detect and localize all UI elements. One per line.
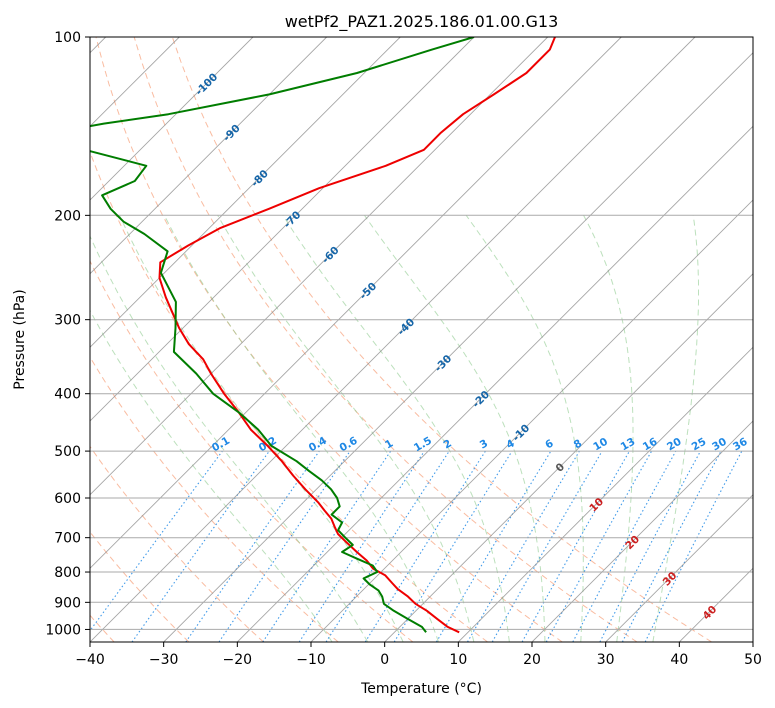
mixing-ratio-label-6: 2 [442, 437, 454, 451]
isotherm-label-13: 30 [661, 570, 680, 589]
mixing-ratio-line-6 [325, 450, 450, 642]
moist-adiabat-9 [652, 215, 699, 642]
mixing-ratio-line-15 [599, 450, 701, 642]
x-tick-label-6: 20 [523, 652, 541, 668]
dry-adiabat-9 [90, 356, 339, 642]
mixing-ratio-label-9: 6 [543, 437, 555, 451]
isotherm--10 [310, 199, 753, 642]
isotherm-label-9: -10 [510, 422, 532, 444]
isotherm-label-5: -50 [357, 280, 379, 302]
dry-adiabat-14 [171, 37, 712, 642]
isotherm-label-10: 0 [553, 461, 567, 475]
moist-adiabat-3 [163, 215, 439, 642]
moist-adiabat-2 [119, 215, 404, 642]
isotherm-label-3: -70 [282, 209, 304, 231]
dry-adiabat-13 [133, 37, 638, 642]
profile-lines [90, 37, 556, 634]
y-tick-label-1: 200 [54, 208, 81, 224]
moist-adiabat-6 [364, 215, 546, 642]
y-tick-label-8: 900 [54, 595, 81, 611]
isotherm--100 [90, 37, 254, 201]
mixing-ratio-line-5 [298, 450, 425, 642]
moist-adiabat-8 [583, 215, 634, 642]
background-lines [90, 37, 753, 642]
dry-adiabat-10 [90, 259, 414, 642]
chart-title: wetPf2_PAZ1.2025.186.01.00.G13 [285, 12, 559, 32]
isotherm--60 [90, 37, 549, 496]
x-tick-label-8: 40 [670, 652, 688, 668]
moist-adiabat-7 [465, 215, 584, 642]
mixing-ratio-line-0 [90, 450, 223, 632]
y-axis-title: Pressure (hPa) [12, 289, 28, 389]
isotherm-label-12: 20 [623, 533, 642, 552]
x-tick-label-7: 30 [597, 652, 615, 668]
isotherm-30 [605, 494, 753, 642]
line-labels: 0.1 0.2 0.4 0.6 1 1.5 2 3 4 6 8 10 13 16 20 25 30 36-100-… [193, 71, 749, 622]
isotherm-20 [531, 420, 753, 642]
isotherm-label-7: -30 [432, 353, 454, 375]
x-tick-label-4: 0 [380, 652, 389, 668]
mixing-ratio-line-12 [521, 450, 630, 642]
mixing-ratio-line-2 [185, 450, 320, 642]
y-tick-label-4: 500 [54, 444, 81, 460]
isotherm-label-1: -90 [221, 122, 243, 144]
dry-adiabat-12 [95, 37, 563, 642]
mixing-ratio-line-13 [545, 450, 653, 642]
y-tick-label-5: 600 [54, 491, 81, 507]
isotherm-label-11: 10 [587, 496, 606, 515]
moist-adiabat-1 [90, 235, 369, 642]
isotherm-label-8: -20 [470, 389, 492, 411]
isotherm-10 [457, 346, 753, 642]
y-axis-ticks: 100 200 300 400 500 600 700 800 900 1000 [45, 30, 90, 638]
x-tick-label-1: −30 [149, 652, 179, 668]
x-tick-label-3: −10 [296, 652, 326, 668]
isotherm-40 [678, 567, 753, 642]
y-tick-label-9: 1000 [45, 622, 81, 638]
x-tick-label-0: −40 [75, 652, 105, 668]
y-tick-label-7: 800 [54, 565, 81, 581]
y-tick-label-2: 300 [54, 313, 81, 329]
x-tick-label-5: 10 [449, 652, 467, 668]
isotherm-50 [752, 641, 753, 642]
isotherm-label-2: -80 [249, 168, 271, 190]
mixing-ratio-line-1 [131, 450, 270, 642]
dry-adiabat-8 [90, 445, 264, 642]
y-tick-label-0: 100 [54, 30, 81, 46]
isotherm-label-4: -60 [320, 244, 342, 266]
dry-adiabat-7 [90, 531, 190, 642]
mixing-ratio-line-4 [262, 450, 392, 642]
isotherm--50 [90, 37, 622, 569]
isotherm--20 [236, 125, 753, 642]
temperature-line [158, 37, 556, 634]
isotherm--90 [90, 37, 328, 275]
x-tick-label-9: 50 [744, 652, 762, 668]
isotherm-label-14: 40 [700, 603, 719, 622]
x-axis-title: Temperature (°C) [360, 681, 482, 697]
mixing-ratio-line-17 [644, 450, 743, 642]
dewpoint-line [90, 37, 475, 633]
mixing-ratio-line-9 [435, 450, 552, 642]
moist-adiabat-4 [217, 215, 475, 642]
mixing-ratio-label-7: 3 [478, 437, 490, 451]
x-axis-ticks: −40 −30 −20 −10 0 10 20 30 40 50 [75, 642, 762, 668]
mixing-ratio-line-8 [393, 450, 513, 642]
isotherm--30 [163, 52, 753, 642]
y-tick-label-3: 400 [54, 387, 81, 403]
isotherm--40 [90, 37, 696, 642]
dry-adiabat-11 [90, 150, 488, 642]
isotherm-0 [384, 273, 753, 642]
plot-frame [89, 36, 754, 643]
isotherm--80 [90, 37, 401, 348]
mixing-ratio-line-14 [572, 450, 677, 642]
isotherm-label-0: -100 [193, 71, 220, 98]
isotherm--70 [90, 37, 475, 422]
mixing-ratio-line-7 [364, 450, 486, 642]
moist-adiabat-0 [90, 309, 333, 642]
mixing-ratio-line-3 [218, 450, 351, 642]
y-tick-label-6: 700 [54, 531, 81, 547]
moist-adiabat-5 [282, 215, 510, 642]
x-tick-label-2: −20 [223, 652, 253, 668]
